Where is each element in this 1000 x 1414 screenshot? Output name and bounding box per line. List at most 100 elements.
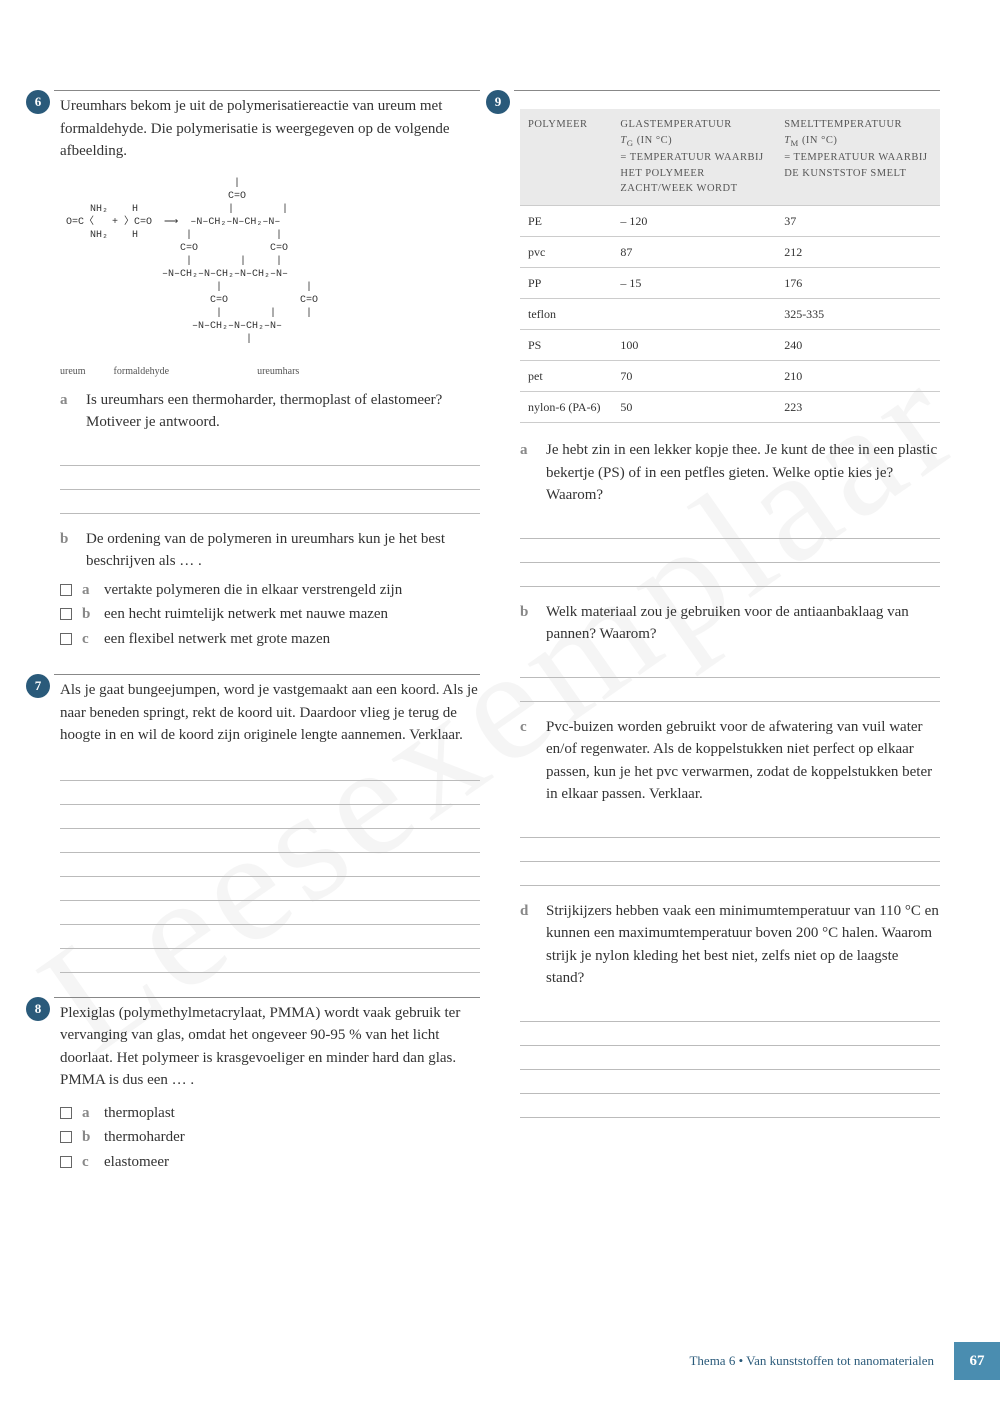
q6a: a Is ureumhars een thermoharder, thermop… (60, 389, 480, 434)
q9b: b Welk materiaal zou je gebruiken voor d… (520, 601, 940, 646)
opt-letter: b (82, 603, 104, 626)
checkbox-icon[interactable] (60, 1107, 72, 1119)
opt-letter: c (82, 1151, 104, 1174)
table-cell: 50 (612, 392, 776, 423)
table-row: PE– 12037 (520, 206, 940, 237)
question-9: 9 POLYMEER GLASTEMPERATUUR Tg (IN °C)= T… (520, 90, 940, 1118)
subletter: a (60, 389, 86, 434)
table-row: nylon-6 (PA-6)50223 (520, 392, 940, 423)
table-cell: teflon (520, 299, 612, 330)
q6b-opt-b[interactable]: b een hecht ruimtelijk netwerk met nauwe… (60, 603, 480, 626)
question-7: 7 Als je gaat bungeejumpen, word je vast… (60, 674, 480, 973)
subletter: a (520, 439, 546, 507)
table-cell: 240 (776, 330, 940, 361)
table-cell: 37 (776, 206, 940, 237)
table-cell: 210 (776, 361, 940, 392)
table-cell (612, 299, 776, 330)
footer-text: Thema 6 • Van kunststoffen tot nanomater… (689, 1351, 934, 1371)
th-tg: GLASTEMPERATUUR Tg (IN °C)= TEMPERATUUR … (612, 109, 776, 206)
q9b-text: Welk materiaal zou je gebruiken voor de … (546, 601, 940, 646)
table-cell: PS (520, 330, 612, 361)
qnum-6: 6 (26, 90, 50, 114)
qnum-7: 7 (26, 674, 50, 698)
opt-text: thermoharder (104, 1126, 480, 1149)
table-row: PP– 15176 (520, 268, 940, 299)
checkbox-icon[interactable] (60, 1156, 72, 1168)
answer-lines[interactable] (60, 442, 480, 514)
th-polymer: POLYMEER (520, 109, 612, 206)
label-ureum: ureum (60, 364, 86, 379)
qnum-8: 8 (26, 997, 50, 1021)
checkbox-icon[interactable] (60, 1131, 72, 1143)
q9a-text: Je hebt zin in een lekker kopje thee. Je… (546, 439, 940, 507)
q7-text: Als je gaat bungeejumpen, word je vastge… (60, 679, 480, 747)
question-8: 8 Plexiglas (polymethylmetacrylaat, PMMA… (60, 997, 480, 1174)
opt-letter: c (82, 628, 104, 651)
table-row: pet70210 (520, 361, 940, 392)
opt-text: elastomeer (104, 1151, 480, 1174)
page-footer: Thema 6 • Van kunststoffen tot nanomater… (689, 1342, 1000, 1380)
answer-lines[interactable] (520, 814, 940, 886)
table-cell: PE (520, 206, 612, 237)
opt-text: een flexibel netwerk met grote mazen (104, 628, 480, 651)
q9d-text: Strijkijzers hebben vaak een minimum­tem… (546, 900, 940, 990)
answer-lines[interactable] (520, 515, 940, 587)
subletter: c (520, 716, 546, 806)
table-cell: 223 (776, 392, 940, 423)
label-formaldehyde: formaldehyde (114, 364, 170, 379)
q6a-text: Is ureumhars een thermoharder, thermopla… (86, 389, 480, 434)
q6b-opt-c[interactable]: c een flexibel netwerk met grote mazen (60, 628, 480, 651)
q9d: d Strijkijzers hebben vaak een minimum­t… (520, 900, 940, 990)
subletter: b (60, 528, 86, 573)
q8-opt-c[interactable]: c elastomeer (60, 1151, 480, 1174)
checkbox-icon[interactable] (60, 584, 72, 596)
subletter: d (520, 900, 546, 990)
answer-lines[interactable] (520, 654, 940, 702)
opt-text: thermoplast (104, 1102, 480, 1125)
answer-lines[interactable] (60, 757, 480, 973)
checkbox-icon[interactable] (60, 608, 72, 620)
opt-text: vertakte polymeren die in elkaar verstre… (104, 579, 480, 602)
polymer-table: POLYMEER GLASTEMPERATUUR Tg (IN °C)= TEM… (520, 109, 940, 423)
page-content: 6 Ureumhars bekom je uit de polymerisati… (0, 0, 1000, 1257)
qnum-9: 9 (486, 90, 510, 114)
q8-opt-b[interactable]: b thermoharder (60, 1126, 480, 1149)
q9a: a Je hebt zin in een lekker kopje thee. … (520, 439, 940, 507)
table-row: teflon 325-335 (520, 299, 940, 330)
table-cell: 70 (612, 361, 776, 392)
q6b-opt-a[interactable]: a vertakte polymeren die in elkaar verst… (60, 579, 480, 602)
q6-text: Ureumhars bekom je uit de polymerisatie­… (60, 95, 480, 163)
page-number: 67 (954, 1342, 1000, 1380)
q6b: b De ordening van de polymeren in ureumh… (60, 528, 480, 573)
table-row: PS100240 (520, 330, 940, 361)
table-cell: 87 (612, 237, 776, 268)
opt-letter: b (82, 1126, 104, 1149)
q9c-text: Pvc-buizen worden gebruikt voor de afwat… (546, 716, 940, 806)
table-cell: – 120 (612, 206, 776, 237)
table-cell: 212 (776, 237, 940, 268)
right-column: 9 POLYMEER GLASTEMPERATUUR Tg (IN °C)= T… (520, 90, 940, 1197)
table-cell: pvc (520, 237, 612, 268)
table-cell: 100 (612, 330, 776, 361)
table-cell: 325-335 (776, 299, 940, 330)
opt-letter: a (82, 1102, 104, 1125)
q6b-text: De ordening van de polymeren in ureumhar… (86, 528, 480, 573)
left-column: 6 Ureumhars bekom je uit de polymerisati… (60, 90, 480, 1197)
chem-diagram: | C=O NH₂ H | | O=C〈 + 〉C=O ⟶ –N–CH₂–N–C… (60, 177, 480, 346)
table-cell: nylon-6 (PA-6) (520, 392, 612, 423)
opt-text: een hecht ruimtelijk netwerk met nauwe m… (104, 603, 480, 626)
table-cell: PP (520, 268, 612, 299)
q8-opt-a[interactable]: a thermoplast (60, 1102, 480, 1125)
checkbox-icon[interactable] (60, 633, 72, 645)
table-cell: 176 (776, 268, 940, 299)
table-row: pvc87212 (520, 237, 940, 268)
table-cell: pet (520, 361, 612, 392)
chem-labels: ureum formaldehyde ureumhars (60, 364, 480, 379)
q8-text: Plexiglas (polymethylmetacrylaat, PMMA) … (60, 1002, 480, 1092)
th-tm: SMELTTEMPERATUUR Tm (IN °C)= TEMPERATUUR… (776, 109, 940, 206)
subletter: b (520, 601, 546, 646)
table-cell: – 15 (612, 268, 776, 299)
opt-letter: a (82, 579, 104, 602)
label-ureumhars: ureumhars (257, 364, 299, 379)
answer-lines[interactable] (520, 998, 940, 1118)
